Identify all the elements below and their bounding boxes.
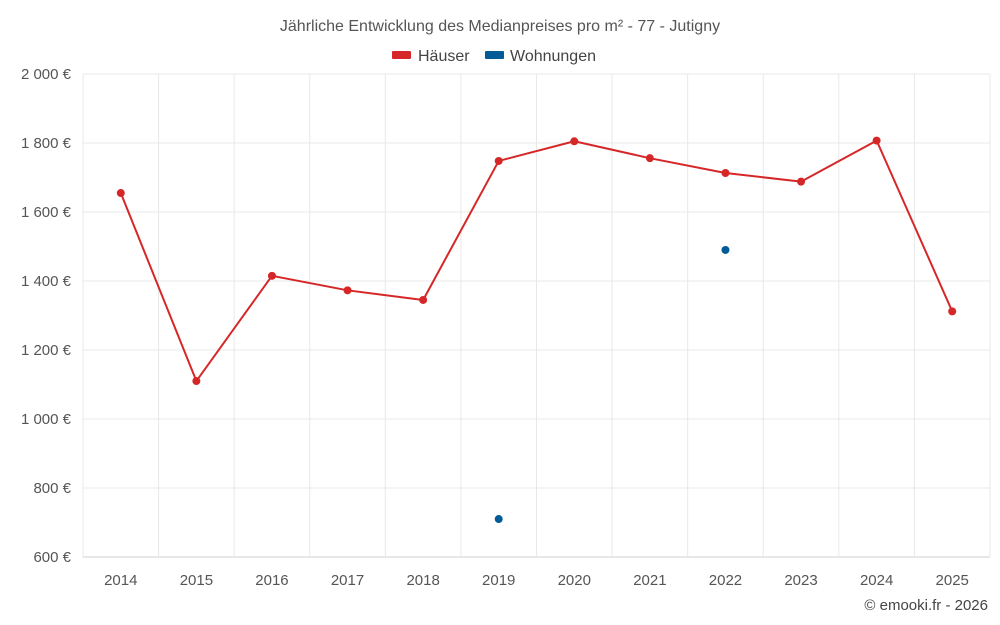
data-point-h-user[interactable] bbox=[116, 189, 125, 198]
data-point-h-user[interactable] bbox=[419, 295, 428, 304]
data-point-h-user[interactable] bbox=[872, 136, 881, 145]
x-tick-label: 2019 bbox=[482, 572, 515, 589]
y-tick-label: 600 € bbox=[33, 549, 71, 566]
legend-swatch-houses bbox=[392, 51, 411, 59]
x-tick-label: 2016 bbox=[255, 572, 288, 589]
x-tick-label: 2014 bbox=[104, 572, 137, 589]
data-point-h-user[interactable] bbox=[267, 271, 276, 280]
y-tick-label: 1 600 € bbox=[21, 204, 72, 221]
x-tick-label: 2015 bbox=[180, 572, 213, 589]
x-axis: 2014 2015 2016 2017 2018 2019 2020 2021 2022 2023… bbox=[104, 572, 969, 589]
data-point-h-user[interactable] bbox=[570, 137, 579, 146]
legend: Häuser Wohnungen bbox=[392, 48, 596, 65]
y-tick-label: 1 800 € bbox=[21, 135, 72, 152]
data-point-h-user[interactable] bbox=[192, 377, 201, 386]
legend-item-houses[interactable]: Häuser bbox=[392, 48, 470, 65]
series bbox=[116, 136, 957, 524]
data-point-h-user[interactable] bbox=[494, 156, 503, 165]
x-tick-label: 2018 bbox=[406, 572, 439, 589]
y-tick-label: 800 € bbox=[33, 480, 71, 497]
chart-title: Jährliche Entwicklung des Medianpreises … bbox=[280, 18, 720, 35]
data-point-h-user[interactable] bbox=[645, 154, 654, 163]
data-point-h-user[interactable] bbox=[797, 177, 806, 186]
grid bbox=[82, 73, 991, 558]
x-tick-label: 2021 bbox=[633, 572, 666, 589]
data-point-h-user[interactable] bbox=[721, 169, 730, 178]
legend-label-houses: Häuser bbox=[418, 48, 470, 65]
series-line-h-user bbox=[119, 139, 954, 383]
y-tick-label: 1 000 € bbox=[21, 411, 72, 428]
y-tick-label: 1 200 € bbox=[21, 342, 72, 359]
x-tick-label: 2020 bbox=[558, 572, 591, 589]
legend-item-apartments[interactable]: Wohnungen bbox=[485, 48, 596, 65]
legend-label-apartments: Wohnungen bbox=[510, 48, 596, 65]
data-point-h-user[interactable] bbox=[948, 307, 957, 316]
credit: © emooki.fr - 2026 bbox=[864, 597, 988, 614]
y-tick-label: 1 400 € bbox=[21, 273, 72, 290]
x-tick-label: 2023 bbox=[784, 572, 817, 589]
x-tick-label: 2022 bbox=[709, 572, 742, 589]
x-tick-label: 2025 bbox=[936, 572, 969, 589]
y-axis: 600 € 800 € 1 000 € 1 200 € 1 400 € 1 600 € 1 … bbox=[21, 66, 72, 566]
y-tick-label: 2 000 € bbox=[21, 66, 72, 83]
x-tick-label: 2024 bbox=[860, 572, 893, 589]
data-point-wohnungen[interactable] bbox=[494, 515, 503, 524]
legend-swatch-apartments bbox=[485, 51, 504, 59]
x-tick-label: 2017 bbox=[331, 572, 364, 589]
data-point-wohnungen[interactable] bbox=[721, 245, 730, 254]
data-point-h-user[interactable] bbox=[343, 286, 352, 295]
